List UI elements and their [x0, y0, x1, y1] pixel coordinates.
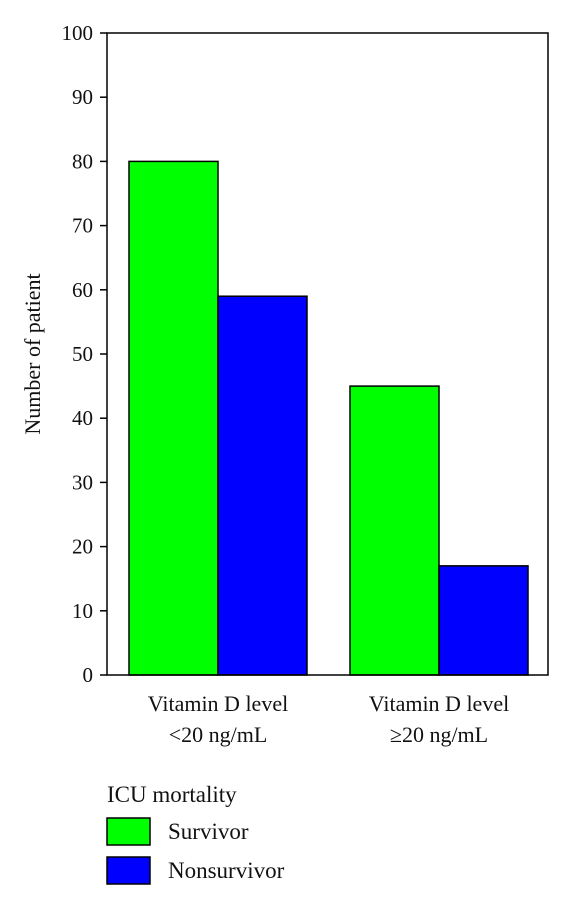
x-tick-label: <20 ng/mL	[169, 722, 268, 747]
y-tick-label: 40	[72, 406, 93, 430]
legend: ICU mortality Survivor Nonsurvivor	[106, 782, 285, 885]
y-tick-label: 10	[72, 599, 93, 623]
y-tick-label: 80	[72, 149, 93, 173]
legend-swatch-survivor	[106, 817, 151, 846]
bar-nonsurvivor-2	[438, 565, 529, 676]
legend-label-nonsurvivor: Nonsurvivor	[168, 858, 285, 883]
x-tick-label: ≥20 ng/mL	[390, 722, 488, 747]
y-tick-label: 60	[72, 278, 93, 302]
y-tick-label: 50	[72, 342, 93, 366]
y-tick-label: 90	[72, 85, 93, 109]
y-axis-title: Number of patient	[20, 273, 45, 434]
x-tick-label: Vitamin D level	[369, 691, 509, 716]
y-tick-label: 20	[72, 535, 93, 559]
plot-area	[106, 32, 549, 676]
y-axis: 0 10 20 30 40 50 60 70 80 90 100	[62, 21, 107, 687]
legend-title: ICU mortality	[107, 782, 237, 807]
x-tick-label: Vitamin D level	[148, 691, 288, 716]
y-tick-label: 100	[62, 21, 94, 45]
y-tick-label: 70	[72, 214, 93, 238]
y-tick-label: 30	[72, 470, 93, 494]
bar-survivor-1	[128, 160, 219, 676]
y-tick-label: 0	[83, 663, 94, 687]
x-axis-labels: Vitamin D level <20 ng/mL Vitamin D level ≥…	[148, 691, 509, 747]
bar-nonsurvivor-1	[217, 295, 308, 676]
bar-survivor-2	[349, 385, 440, 676]
legend-label-survivor: Survivor	[168, 819, 249, 844]
legend-swatch-nonsurvivor	[106, 856, 151, 885]
